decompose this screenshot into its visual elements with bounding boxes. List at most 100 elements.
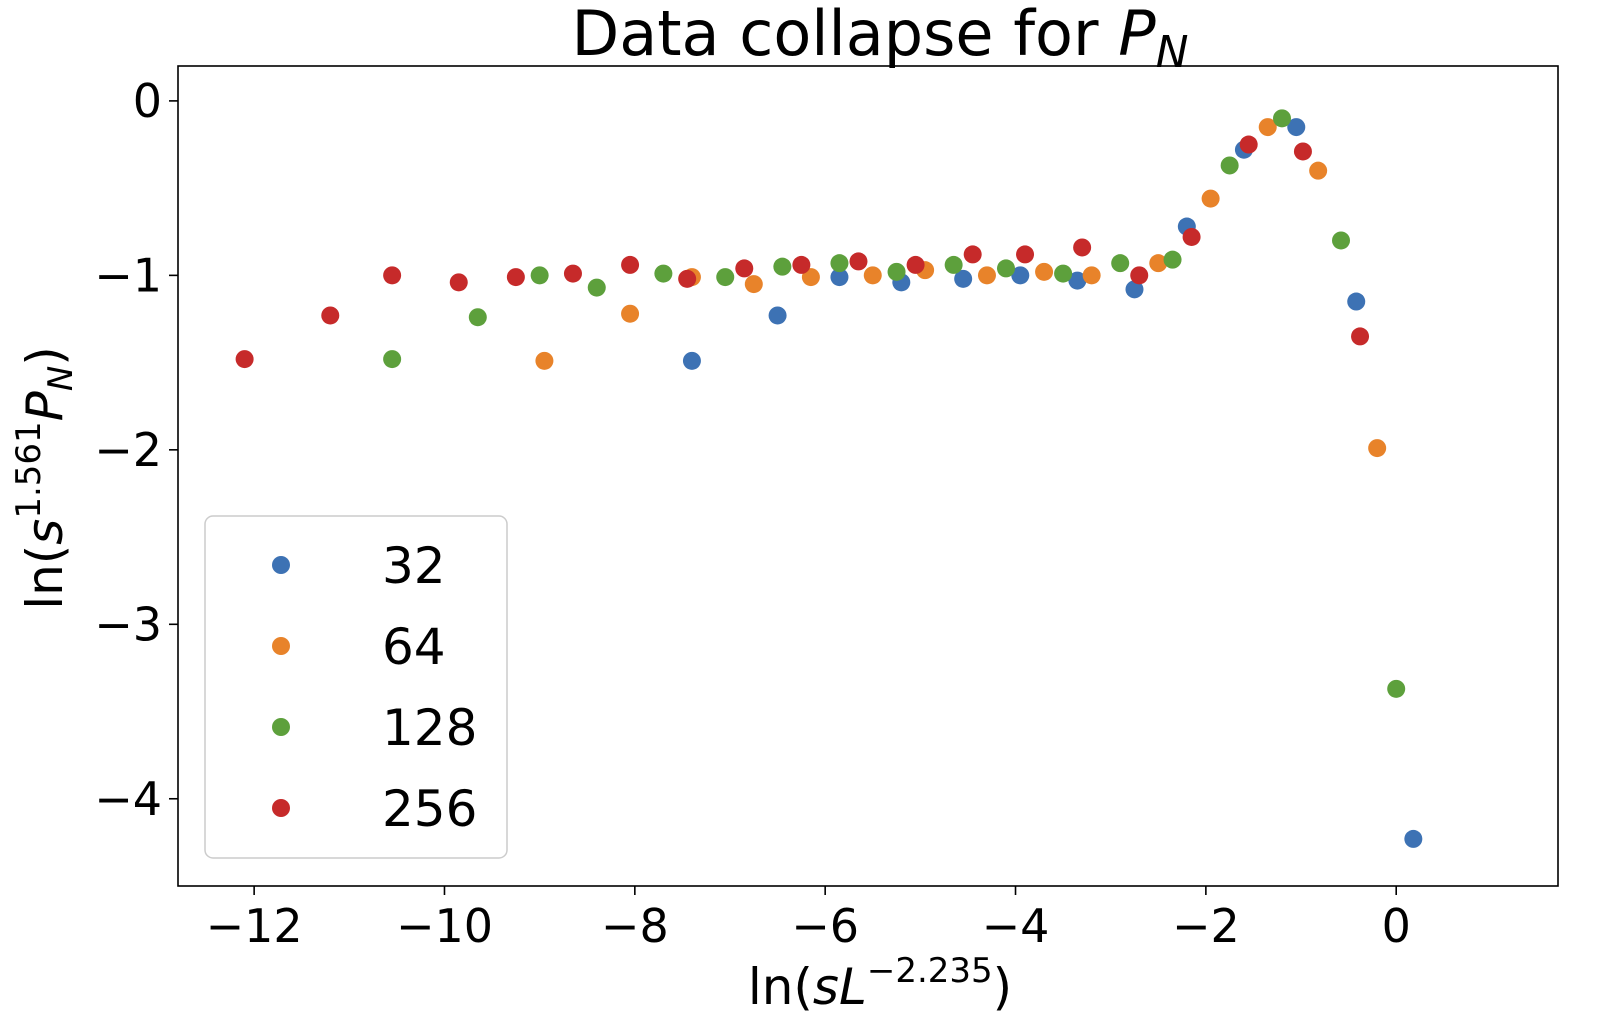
data-point — [1149, 254, 1168, 273]
data-point — [1035, 262, 1054, 281]
data-point — [792, 255, 811, 274]
x-tick-label: −8 — [601, 899, 669, 953]
data-point — [1404, 829, 1423, 848]
data-point — [849, 252, 868, 271]
chart-title: Data collapse for PN — [572, 0, 1189, 78]
data-point — [963, 245, 982, 264]
data-point — [530, 266, 549, 285]
series-64 — [535, 118, 1387, 458]
legend-marker — [272, 718, 290, 736]
data-point — [1239, 135, 1258, 154]
data-point — [1016, 245, 1035, 264]
data-point — [1220, 156, 1239, 175]
data-point — [1287, 118, 1306, 137]
series-256 — [235, 135, 1370, 369]
data-point — [563, 264, 582, 283]
y-tick-label: −3 — [94, 597, 162, 651]
legend: 32 64 128 256 — [204, 515, 508, 859]
data-point — [1309, 161, 1328, 180]
y-axis-label-suffix: ) — [16, 346, 74, 366]
data-point — [235, 350, 254, 369]
legend-marker — [272, 637, 290, 655]
data-point — [1011, 266, 1030, 285]
data-point — [997, 259, 1015, 278]
data-point — [678, 269, 697, 288]
data-point — [744, 275, 763, 294]
data-point — [773, 257, 792, 276]
data-points — [235, 109, 1423, 848]
y-axis-label-prefix: ln( — [16, 545, 74, 610]
data-point — [1293, 142, 1312, 161]
data-point — [906, 255, 925, 274]
y-axis-label: ln(s1.561PN) — [9, 346, 81, 610]
data-point — [1258, 118, 1277, 137]
chart-title-prefix: Data collapse for — [572, 0, 1119, 70]
data-point — [768, 306, 787, 325]
data-point — [1368, 439, 1387, 458]
data-point — [944, 255, 963, 274]
data-point — [1163, 250, 1182, 269]
legend-marker — [272, 556, 290, 574]
data-point — [587, 278, 606, 297]
data-point — [1347, 292, 1366, 311]
data-point — [830, 254, 849, 273]
x-axis-ticks: −12 −10 −8 −6 −4 −2 0 — [206, 886, 1411, 953]
data-point — [1351, 327, 1370, 346]
y-axis-label-subscript: N — [41, 366, 81, 391]
data-point — [1068, 271, 1087, 290]
legend-marker — [272, 799, 290, 817]
legend-label: 64 — [382, 618, 446, 676]
data-point — [735, 259, 754, 278]
plot-area — [177, 65, 1559, 887]
data-point — [1130, 266, 1149, 285]
data-point — [1387, 679, 1406, 698]
y-tick-label: −2 — [94, 423, 162, 477]
data-point — [1201, 189, 1220, 208]
data-point — [977, 266, 996, 285]
data-point — [801, 268, 820, 287]
data-point — [1082, 266, 1101, 285]
x-axis-label-prefix: ln( — [748, 958, 813, 1016]
x-axis-label-var1: s — [813, 958, 839, 1016]
x-axis-label-suffix: ) — [993, 958, 1013, 1016]
data-point — [1273, 109, 1291, 128]
x-tick-label: 0 — [1382, 899, 1411, 953]
data-point — [654, 264, 673, 283]
x-tick-label: −4 — [982, 899, 1050, 953]
data-point — [887, 262, 906, 281]
data-point — [1054, 264, 1073, 283]
data-point — [682, 351, 701, 370]
x-tick-label: −10 — [396, 899, 493, 953]
data-point — [383, 266, 402, 285]
data-point — [830, 268, 849, 287]
x-tick-label: −2 — [1172, 899, 1240, 953]
data-point — [621, 304, 640, 323]
y-axis-label-var1: s — [16, 519, 74, 545]
chart-title-symbol: P — [1118, 0, 1156, 70]
data-point — [954, 269, 973, 288]
data-point — [449, 273, 468, 292]
data-point — [506, 268, 525, 287]
legend-frame — [204, 515, 508, 859]
y-axis-label-var2: P — [16, 390, 74, 421]
data-point — [535, 351, 554, 370]
data-point — [1182, 227, 1201, 246]
data-point — [1073, 238, 1092, 257]
series-32 — [682, 118, 1423, 848]
y-axis-ticks: 0 −1 −2 −3 −4 — [94, 74, 178, 826]
x-tick-label: −12 — [206, 899, 303, 953]
data-point — [716, 268, 735, 287]
y-tick-label: 0 — [133, 74, 162, 128]
data-point — [863, 266, 882, 285]
y-tick-label: −4 — [94, 772, 162, 826]
y-axis-label-exponent: 1.561 — [9, 421, 49, 518]
x-tick-label: −6 — [791, 899, 859, 953]
x-axis-label-exponent: −2.235 — [867, 951, 993, 991]
y-tick-label: −1 — [94, 248, 162, 302]
data-point — [1332, 231, 1351, 250]
data-point — [321, 306, 340, 325]
series-128 — [383, 109, 1406, 698]
data-point — [468, 308, 487, 327]
legend-label: 128 — [382, 699, 477, 757]
